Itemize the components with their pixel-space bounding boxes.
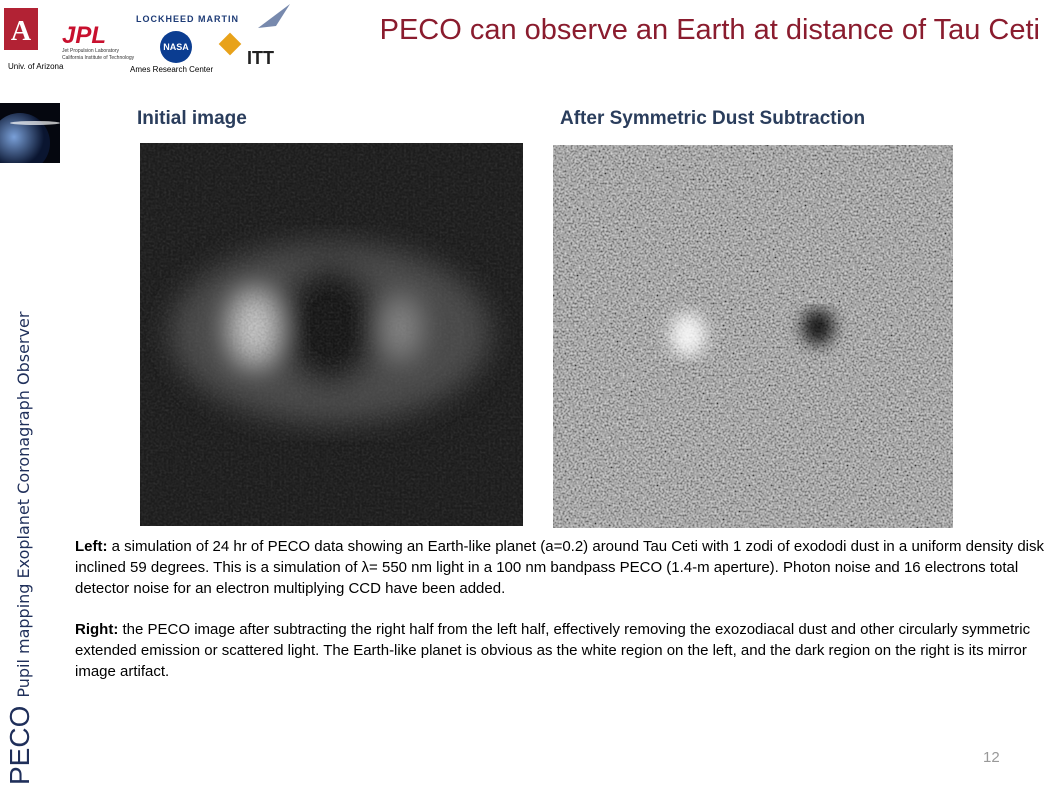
svg-text:A: A <box>11 16 32 47</box>
paragraph: Left: a simulation of 24 hr of PECO data… <box>75 537 1050 599</box>
slide-title: PECO can observe an Earth at distance of… <box>379 14 1040 46</box>
paragraph: Right: the PECO image after subtracting … <box>75 620 1050 682</box>
earth-icon <box>0 103 60 163</box>
jpl-line: California Institute of Technology <box>62 55 135 61</box>
description: Left: a simulation of 24 hr of PECO data… <box>75 537 1050 703</box>
nasa-logo <box>160 31 192 63</box>
itt-logo: ITT <box>247 48 274 68</box>
sidebar-acronym: PECO <box>4 705 35 785</box>
paragraph-lead: Left: <box>75 538 108 555</box>
subtracted-image <box>553 145 953 528</box>
arizona-logo <box>4 8 38 50</box>
page-number: 12 <box>983 749 1000 766</box>
initial-image <box>140 143 523 526</box>
image-label: Initial image <box>137 108 247 129</box>
ames-label: Ames Research Center <box>130 65 213 74</box>
arizona-label: Univ. of Arizona <box>8 62 64 71</box>
logos: A Univ. of Arizona JPL Jet Propulsion La… <box>4 4 290 74</box>
lockheed-logo: LOCKHEED MARTIN <box>136 14 239 24</box>
nasa-label: NASA <box>163 42 189 52</box>
paragraph-text: a simulation of 24 hr of PECO data showi… <box>75 538 1044 597</box>
image-label: After Symmetric Dust Subtraction <box>560 108 866 129</box>
jpl-line: Jet Propulsion Laboratory <box>62 48 119 54</box>
sidebar: PECO Pupil mapping Exoplanet Coronagraph … <box>4 312 36 785</box>
sidebar-expansion: Pupil mapping Exoplanet Coronagraph Obse… <box>14 311 33 698</box>
jpl-logo: JPL <box>62 22 106 49</box>
paragraph-text: the PECO image after subtracting the rig… <box>75 621 1031 680</box>
paragraph-lead: Right: <box>75 621 119 639</box>
